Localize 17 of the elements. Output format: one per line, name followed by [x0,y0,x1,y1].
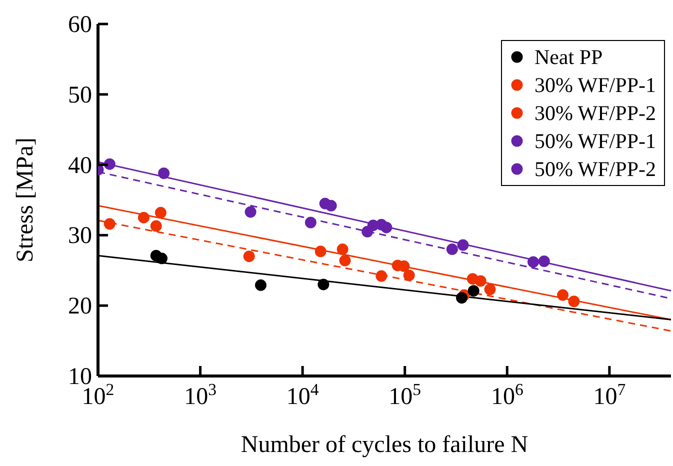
y-tick-label: 20 [68,294,92,320]
x-tick-label: 10$^{5}$ [388,380,422,410]
y-tick-label: 30 [68,223,92,250]
x-tick-label: 10$^{3}$ [184,380,216,410]
x-tick-label: 10$^{7}$ [593,380,626,410]
y-tick-label: 40 [68,152,92,179]
y-axis-title: Stress [MPa] [12,138,39,262]
legend-label: 30% WF/PP-2 [534,100,656,127]
x-tick-label: 10$^{4}$ [286,380,320,410]
y-tick-label: 60 [68,12,92,38]
legend-label: 50% WF/PP-1 [534,128,656,155]
x-tick-label: 10$^{6}$ [490,380,524,410]
legend-label: 30% WF/PP-1 [534,72,656,99]
legend-label: Neat PP [534,44,603,71]
y-tick-label: 50 [68,82,92,108]
x-axis-title: Number of cycles to failure N [240,432,528,458]
legend-label: 50% WF/PP-2 [534,156,656,183]
